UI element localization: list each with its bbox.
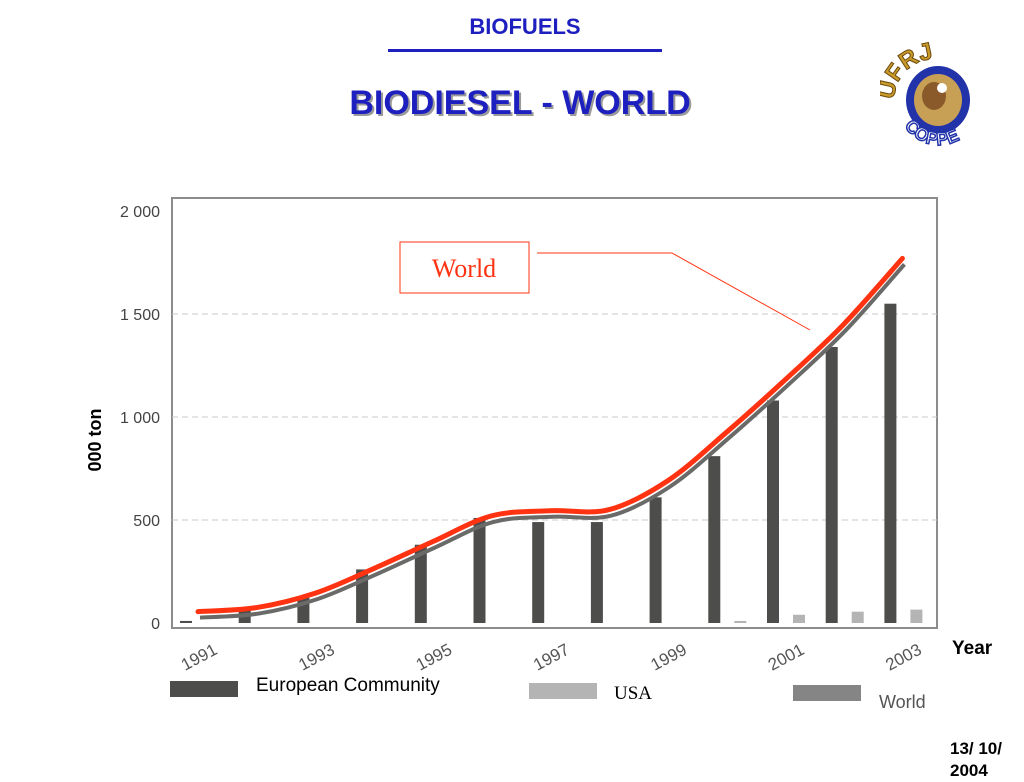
legend-label-european-community: European Community	[256, 675, 440, 696]
usa-bar	[734, 620, 747, 623]
world-series-line	[195, 255, 905, 615]
x-tick-label: 2003	[882, 640, 924, 675]
ec-bar	[473, 517, 486, 623]
x-tick-label: 1991	[178, 640, 220, 675]
ec-bar	[590, 522, 603, 623]
y-tick-label: 2 000	[120, 204, 160, 221]
bars	[180, 303, 923, 623]
y-tick-label: 0	[151, 616, 160, 633]
ec-bar	[414, 544, 427, 623]
usa-bar	[793, 614, 805, 623]
y-tick-labels: 0 500 1 000 1 500 2 000	[120, 204, 160, 633]
ufrj-coppe-logo: UFRJ COPPE	[880, 38, 970, 150]
x-tick-labels: 1991 1993 1995 1997 1999 2001 2003	[178, 640, 925, 675]
y-tick-label: 1 000	[120, 410, 160, 427]
legend-label-world: World	[879, 692, 926, 712]
y-tick-label: 1 500	[120, 307, 160, 324]
plot-frame	[171, 197, 938, 629]
world-line-group	[195, 255, 906, 620]
ec-bar	[649, 497, 662, 623]
x-tick-label: 1999	[648, 640, 690, 675]
y-tick-label: 500	[133, 513, 160, 530]
ec-bar	[884, 303, 897, 623]
world-annotation-label: World	[432, 254, 496, 283]
ec-bar	[532, 522, 545, 623]
page-number: 13/ 10/ 2004	[950, 739, 1002, 780]
ec-bar	[708, 456, 721, 623]
legend-swatch-usa	[529, 683, 597, 699]
x-tick-label: 1997	[530, 640, 572, 675]
legend-swatch-european-community	[170, 681, 238, 697]
legend-swatch-world	[793, 685, 861, 701]
ec-bar	[180, 620, 192, 623]
section-title-underline	[388, 49, 662, 52]
x-tick-label: 1995	[413, 640, 455, 675]
world-annotation-leader	[537, 252, 811, 331]
ec-bar	[825, 346, 838, 623]
x-axis-label: Year	[952, 638, 993, 659]
x-tick-label: 1993	[295, 640, 337, 675]
world-line-shadow	[199, 263, 906, 620]
section-title: BIOFUELS	[469, 14, 581, 39]
slide-title: BIODIESEL - WORLD	[349, 84, 691, 122]
usa-bar	[851, 611, 864, 623]
grid-lines	[172, 313, 937, 521]
world-annotation: World	[399, 241, 811, 331]
world-annotation-box	[399, 241, 530, 294]
ec-bar	[767, 400, 779, 623]
usa-bar	[910, 609, 923, 623]
legend-label-usa: USA	[614, 683, 653, 704]
x-tick-label: 2001	[765, 640, 807, 675]
